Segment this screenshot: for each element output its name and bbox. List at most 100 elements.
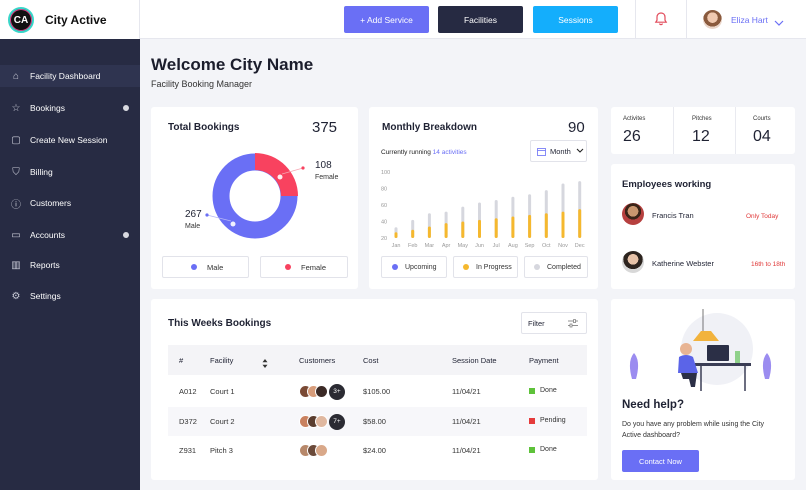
card-title: Employees working bbox=[622, 179, 712, 190]
table-row[interactable] bbox=[168, 377, 587, 406]
customer-avatars[interactable]: 3+ bbox=[299, 383, 349, 400]
add-service-button[interactable]: + Add Service bbox=[344, 6, 429, 33]
week-bookings-card: This Weeks Bookings Filter # Facility Cu… bbox=[151, 299, 598, 480]
female-label: Female bbox=[315, 174, 339, 181]
sort-icon[interactable] bbox=[262, 355, 268, 368]
booking-cost: $24.00 bbox=[363, 446, 386, 455]
running-link[interactable]: 14 activities bbox=[432, 149, 467, 156]
sidebar-item-label: Reports bbox=[30, 260, 60, 270]
y-tick-label: 100 bbox=[381, 170, 390, 176]
x-tick-label: Dec bbox=[575, 243, 585, 249]
stat-label: Activites bbox=[623, 116, 646, 122]
sidebar-item[interactable]: ⚙ Settings bbox=[0, 285, 140, 307]
x-tick-label: Nov bbox=[558, 243, 568, 249]
bar-in-progress bbox=[544, 213, 548, 238]
user-avatar[interactable] bbox=[703, 10, 722, 29]
facility-name: Court 2 bbox=[210, 417, 235, 426]
col-header-payment: Payment bbox=[529, 356, 559, 365]
y-tick-label: 20 bbox=[381, 236, 387, 242]
total-bookings-value: 375 bbox=[312, 119, 338, 136]
sidebar-item[interactable]: ▥ Reports bbox=[0, 254, 140, 276]
legend-male[interactable]: Male bbox=[162, 256, 249, 278]
chevron-down-icon bbox=[576, 148, 584, 153]
x-tick-label: Mar bbox=[425, 243, 435, 249]
legend-in-progress[interactable]: In Progress bbox=[453, 256, 518, 278]
sessions-button[interactable]: Sessions bbox=[533, 6, 618, 33]
y-tick-label: 60 bbox=[381, 203, 387, 209]
card-title: Monthly Breakdown bbox=[382, 122, 478, 133]
bar-in-progress bbox=[494, 218, 498, 238]
more-customers-badge[interactable]: 3+ bbox=[329, 383, 345, 400]
x-tick-label: May bbox=[458, 243, 469, 249]
bar-in-progress bbox=[511, 216, 515, 238]
dropdown-value: Month bbox=[550, 146, 571, 156]
table-row[interactable] bbox=[168, 436, 587, 465]
legend-upcoming-label: Upcoming bbox=[405, 263, 437, 271]
sidebar-item[interactable]: ▭ Accounts bbox=[0, 224, 140, 246]
notification-dot bbox=[123, 105, 129, 111]
table-row[interactable] bbox=[168, 407, 587, 436]
employee-name[interactable]: Francis Tran bbox=[652, 211, 694, 220]
session-date: 11/04/21 bbox=[452, 446, 481, 455]
sidebar-item-label: Billing bbox=[30, 167, 53, 177]
stats-card: Activites 26 Pitches 12 Courts 04 bbox=[611, 107, 795, 154]
col-header-facility[interactable]: Facility bbox=[210, 356, 234, 365]
employees-card: Employees working Francis Tran Only Toda… bbox=[611, 164, 795, 289]
stat-value: 04 bbox=[753, 128, 771, 145]
sidebar-item[interactable]: ▢ Create New Session bbox=[0, 129, 140, 151]
col-header-id: # bbox=[179, 356, 184, 365]
notification-dot bbox=[123, 232, 129, 238]
page-subtitle: Facility Booking Manager bbox=[151, 79, 253, 89]
bell-icon[interactable] bbox=[653, 11, 669, 27]
sidebar-item[interactable]: ☆ Bookings bbox=[0, 97, 140, 119]
legend-completed[interactable]: Completed bbox=[524, 256, 588, 278]
folder-icon: ▭ bbox=[11, 229, 21, 241]
more-customers-badge[interactable]: 7+ bbox=[329, 413, 345, 430]
bag-icon: ⛉ bbox=[12, 166, 20, 178]
bar-in-progress bbox=[578, 209, 582, 238]
x-tick-label: Feb bbox=[408, 243, 417, 249]
period-dropdown[interactable]: Month bbox=[530, 140, 587, 162]
table-header bbox=[168, 345, 587, 375]
sidebar-item[interactable]: ⛉ Billing bbox=[0, 161, 140, 183]
employee-name[interactable]: Katherine Webster bbox=[652, 259, 714, 268]
customer-avatars[interactable] bbox=[299, 444, 349, 458]
booking-id: Z931 bbox=[179, 446, 197, 455]
user-name[interactable]: Eliza Hart bbox=[731, 15, 768, 25]
calendar-icon bbox=[537, 147, 546, 156]
sidebar-item-label: Create New Session bbox=[30, 135, 108, 145]
sliders-icon bbox=[567, 318, 578, 327]
booking-cost: $58.00 bbox=[363, 417, 386, 426]
stat-value: 26 bbox=[623, 128, 641, 145]
help-illustration bbox=[629, 309, 772, 391]
x-tick-label: Jan bbox=[392, 243, 401, 249]
divider bbox=[673, 107, 674, 154]
gear-icon: ⚙ bbox=[11, 290, 21, 302]
sidebar-item-label: Settings bbox=[30, 291, 61, 301]
sidebar-item[interactable]: ⓘ Customers bbox=[0, 192, 140, 214]
legend-female[interactable]: Female bbox=[260, 256, 348, 278]
chevron-down-icon[interactable] bbox=[774, 14, 784, 26]
contact-now-button[interactable]: Contact Now bbox=[622, 450, 699, 472]
filter-button[interactable]: Filter bbox=[521, 312, 587, 334]
customer-avatars[interactable]: 7+ bbox=[299, 413, 349, 430]
bar-in-progress bbox=[561, 211, 565, 238]
avatar bbox=[315, 415, 328, 428]
brand-name: City Active bbox=[45, 13, 107, 27]
avatar bbox=[315, 444, 328, 457]
sidebar-item[interactable]: ⌂ Facility Dashboard bbox=[0, 65, 140, 87]
employee-avatar bbox=[622, 203, 644, 225]
sidebar-item-label: Bookings bbox=[30, 103, 65, 113]
employee-status: 16th to 18th bbox=[751, 261, 786, 268]
card-title: This Weeks Bookings bbox=[168, 318, 272, 329]
payment-status-indicator bbox=[529, 418, 535, 424]
bar-in-progress bbox=[461, 221, 465, 238]
completed-dot bbox=[534, 264, 540, 270]
info-icon: ⓘ bbox=[11, 199, 21, 211]
legend-male-label: Male bbox=[207, 262, 224, 272]
bar-in-progress bbox=[394, 232, 398, 238]
legend-upcoming[interactable]: Upcoming bbox=[381, 256, 447, 278]
facilities-button[interactable]: Facilities bbox=[438, 6, 523, 33]
card-title: Total Bookings bbox=[168, 122, 240, 133]
col-header-date: Session Date bbox=[452, 356, 497, 365]
